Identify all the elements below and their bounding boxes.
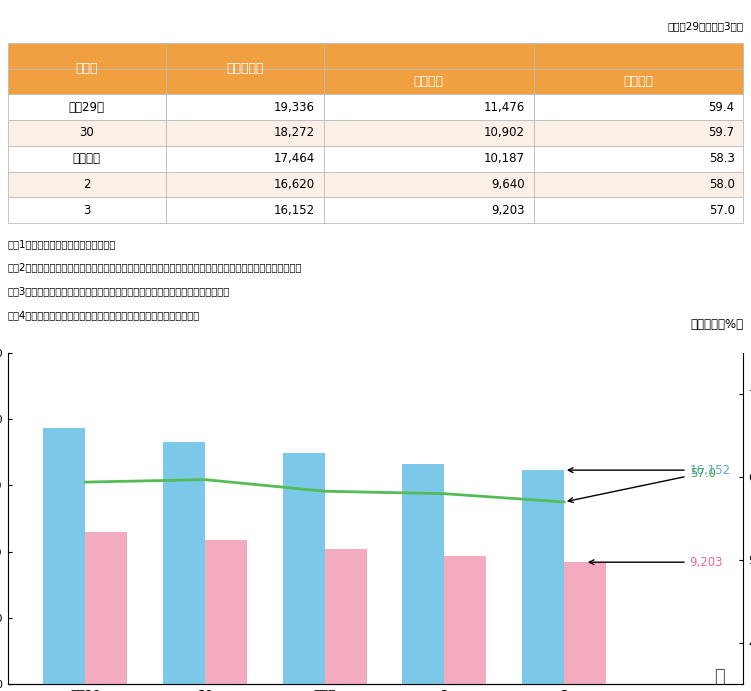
Bar (8, 171, 166, 197)
Text: （平成29年〜令和3年）: （平成29年〜令和3年） (668, 21, 743, 30)
Text: 3: 3 (83, 204, 90, 217)
Text: 16,620: 16,620 (274, 178, 315, 191)
Bar (8, 68, 166, 95)
Bar (324, 95, 534, 120)
Bar (166, 146, 324, 171)
Bar (534, 43, 743, 68)
Text: 3　「再入者」は、受刑のため刑事施設に入所するのが２度以上の者をいう。: 3 「再入者」は、受刑のため刑事施設に入所するのが２度以上の者をいう。 (8, 286, 230, 296)
Text: 16,152: 16,152 (274, 204, 315, 217)
Bar (283, 453, 324, 684)
Bar (534, 68, 743, 95)
Text: 10,187: 10,187 (484, 152, 525, 165)
Text: 59.4: 59.4 (708, 101, 734, 114)
Text: 令和元年: 令和元年 (73, 152, 101, 165)
Text: 10,902: 10,902 (484, 126, 525, 140)
Text: 57.0: 57.0 (709, 204, 734, 217)
再入者率 (320, 487, 329, 495)
Bar (8, 43, 166, 68)
Text: 17,464: 17,464 (274, 152, 315, 165)
Bar (403, 464, 445, 684)
Text: 18,272: 18,272 (274, 126, 315, 140)
Text: 再入者率（%）: 再入者率（%） (690, 319, 743, 332)
Bar (534, 95, 743, 120)
Text: 57.0: 57.0 (569, 466, 716, 502)
Text: 注　1　法務省・矯正統計年報による。: 注 1 法務省・矯正統計年報による。 (8, 239, 116, 249)
Text: 30: 30 (80, 126, 94, 140)
再入者率 (201, 475, 210, 484)
Bar (8, 120, 166, 146)
Text: 再入者数: 再入者数 (414, 75, 444, 88)
再入者率 (81, 478, 90, 486)
Bar (534, 120, 743, 146)
Text: 新受刑者数: 新受刑者数 (226, 62, 264, 75)
Bar (163, 442, 205, 684)
Bar (324, 197, 534, 223)
Bar (564, 562, 606, 684)
Bar (44, 428, 86, 684)
Bar (8, 197, 166, 223)
Text: 9,640: 9,640 (491, 178, 525, 191)
Bar (324, 146, 534, 171)
Text: 4　「再入者率」は、新受刑者数に占める再入者数の割合をいう。: 4 「再入者率」は、新受刑者数に占める再入者数の割合をいう。 (8, 310, 200, 320)
Text: 2: 2 (83, 178, 90, 191)
Bar (166, 43, 324, 68)
Bar (324, 68, 534, 95)
Bar (166, 171, 324, 197)
Bar (8, 95, 166, 120)
Line: 再入者率: 再入者率 (86, 480, 564, 502)
Text: 11,476: 11,476 (484, 101, 525, 114)
Bar (534, 146, 743, 171)
Bar (534, 197, 743, 223)
Bar (166, 120, 324, 146)
Bar (522, 470, 564, 684)
Text: 2　「新受刑者」は、裁判が確定し、その執行を受けるため、各年中に新たに入所した受刑者等をいう。: 2 「新受刑者」は、裁判が確定し、その執行を受けるため、各年中に新たに入所した受… (8, 263, 302, 272)
Bar (205, 540, 247, 684)
Bar (166, 197, 324, 223)
再入者率 (440, 489, 449, 498)
Text: 9,203: 9,203 (590, 556, 723, 569)
Text: 再入者率: 再入者率 (623, 75, 653, 88)
Text: 58.3: 58.3 (709, 152, 734, 165)
Bar (324, 549, 366, 684)
再入者率 (559, 498, 569, 506)
Bar (166, 95, 324, 120)
Text: 〜: 〜 (714, 668, 725, 686)
Text: 16,152: 16,152 (569, 464, 731, 477)
Bar (324, 171, 534, 197)
Text: 9,203: 9,203 (491, 204, 525, 217)
Text: 58.0: 58.0 (709, 178, 734, 191)
Text: 59.7: 59.7 (708, 126, 734, 140)
Bar (324, 120, 534, 146)
Bar (534, 171, 743, 197)
Bar (324, 43, 534, 68)
Text: 年　次: 年 次 (75, 62, 98, 75)
Bar (86, 532, 127, 684)
Bar (8, 146, 166, 171)
Bar (445, 556, 486, 684)
Text: 平成29年: 平成29年 (68, 101, 104, 114)
Text: 19,336: 19,336 (274, 101, 315, 114)
Bar (166, 68, 324, 95)
